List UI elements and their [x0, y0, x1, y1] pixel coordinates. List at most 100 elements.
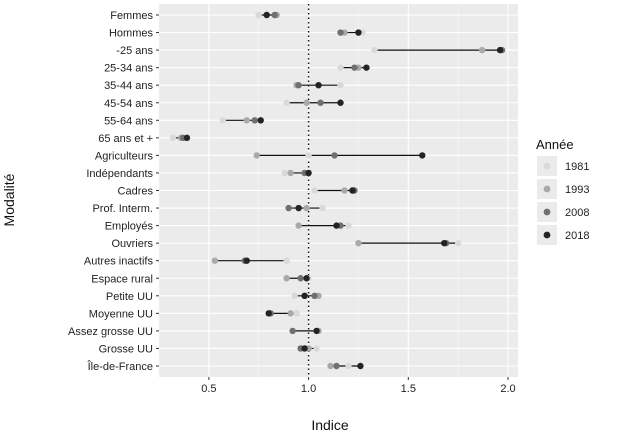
legend-swatch: [544, 186, 551, 193]
data-point: [363, 64, 369, 70]
y-tick-label: 25-34 ans: [104, 63, 153, 75]
y-tick-label: Petite UU: [106, 291, 153, 303]
data-point: [212, 258, 218, 264]
y-tick-label: Espace rural: [91, 273, 153, 285]
data-point: [291, 293, 297, 299]
data-point: [289, 328, 295, 334]
y-tick-label: Île-de-France: [87, 360, 153, 373]
data-point: [337, 64, 343, 70]
data-point: [355, 240, 361, 246]
data-point: [287, 170, 293, 176]
data-point: [184, 135, 190, 141]
y-tick-label: 55-64 ans: [104, 115, 153, 127]
legend-label: 1981: [565, 161, 589, 173]
data-point: [293, 310, 299, 316]
data-point: [271, 12, 277, 18]
data-point: [479, 47, 485, 53]
y-tick-label: 45-54 ans: [104, 98, 153, 110]
data-point: [337, 82, 343, 88]
x-tick-label: 1.5: [401, 383, 416, 395]
data-point: [295, 222, 301, 228]
data-point: [371, 47, 377, 53]
y-axis-title: Modalité: [1, 173, 17, 226]
data-point: [497, 47, 503, 53]
data-point: [244, 117, 250, 123]
y-tick-label: Hommes: [109, 28, 154, 40]
data-point: [170, 135, 176, 141]
y-tick-label: Moyenne UU: [89, 308, 153, 320]
y-tick-label: Femmes: [110, 10, 153, 22]
data-point: [319, 205, 325, 211]
data-point: [220, 117, 226, 123]
data-point: [295, 205, 301, 211]
legend-title: Année: [536, 137, 574, 152]
data-point: [357, 363, 363, 369]
data-point: [303, 205, 309, 211]
data-point: [303, 275, 309, 281]
y-tick-label: Employés: [105, 221, 154, 233]
data-point: [333, 363, 339, 369]
legend-swatch: [544, 163, 551, 170]
y-tick-label: Cadres: [118, 186, 154, 198]
data-point: [455, 240, 461, 246]
data-point: [355, 29, 361, 35]
data-point: [297, 275, 303, 281]
y-tick-label: Indépendants: [86, 168, 153, 180]
data-point: [283, 258, 289, 264]
data-point: [305, 152, 311, 158]
data-point: [317, 100, 323, 106]
data-point: [311, 187, 317, 193]
dumbbell-chart: Femmes Hommes -25 ans 25-34 ans 35-44 ans 45-…: [0, 0, 640, 441]
data-point: [264, 12, 270, 18]
data-point: [281, 170, 287, 176]
data-point: [283, 275, 289, 281]
x-axis: 0.5 1.0 1.5 2.0: [201, 377, 515, 395]
data-point: [287, 310, 293, 316]
data-point: [333, 222, 339, 228]
legend-label: 2008: [565, 207, 589, 219]
data-point: [315, 82, 321, 88]
data-point: [256, 12, 262, 18]
y-tick-label: Ouvriers: [111, 238, 153, 250]
data-point: [341, 187, 347, 193]
y-tick-label: Prof. Interm.: [92, 203, 153, 215]
data-point: [265, 310, 271, 316]
data-point: [303, 100, 309, 106]
legend-label: 1993: [565, 184, 589, 196]
y-tick-label: 35-44 ans: [104, 80, 153, 92]
data-point: [301, 345, 307, 351]
data-point: [345, 363, 351, 369]
y-tick-label: -25 ans: [116, 45, 153, 57]
y-tick-label: Agriculteurs: [95, 150, 154, 162]
y-tick-label: Assez grosse UU: [68, 326, 153, 338]
data-point: [351, 64, 357, 70]
data-point: [252, 117, 258, 123]
data-point: [301, 293, 307, 299]
data-point: [285, 205, 291, 211]
data-point: [337, 100, 343, 106]
legend-swatch: [544, 209, 551, 216]
x-axis-title: Indice: [311, 417, 349, 433]
data-point: [258, 117, 264, 123]
data-point: [283, 100, 289, 106]
data-point: [244, 258, 250, 264]
x-tick-label: 2.0: [500, 383, 515, 395]
x-tick-label: 1.0: [301, 383, 316, 395]
plot-area: [159, 4, 518, 377]
y-tick-label: 65 ans et +: [98, 133, 153, 145]
data-point: [295, 82, 301, 88]
data-point: [311, 293, 317, 299]
legend-swatch: [544, 232, 551, 239]
data-point: [331, 152, 337, 158]
data-point: [305, 170, 311, 176]
legend: Année 1981 1993 2008 2018: [536, 137, 589, 245]
data-point: [254, 152, 260, 158]
data-point: [327, 363, 333, 369]
data-point: [313, 328, 319, 334]
data-point: [349, 187, 355, 193]
data-point: [441, 240, 447, 246]
y-tick-label: Autres inactifs: [84, 256, 154, 268]
x-tick-label: 0.5: [201, 383, 216, 395]
y-axis: Femmes Hommes -25 ans 25-34 ans 35-44 ans 45-…: [68, 10, 159, 373]
y-tick-label: Grosse UU: [99, 343, 153, 355]
